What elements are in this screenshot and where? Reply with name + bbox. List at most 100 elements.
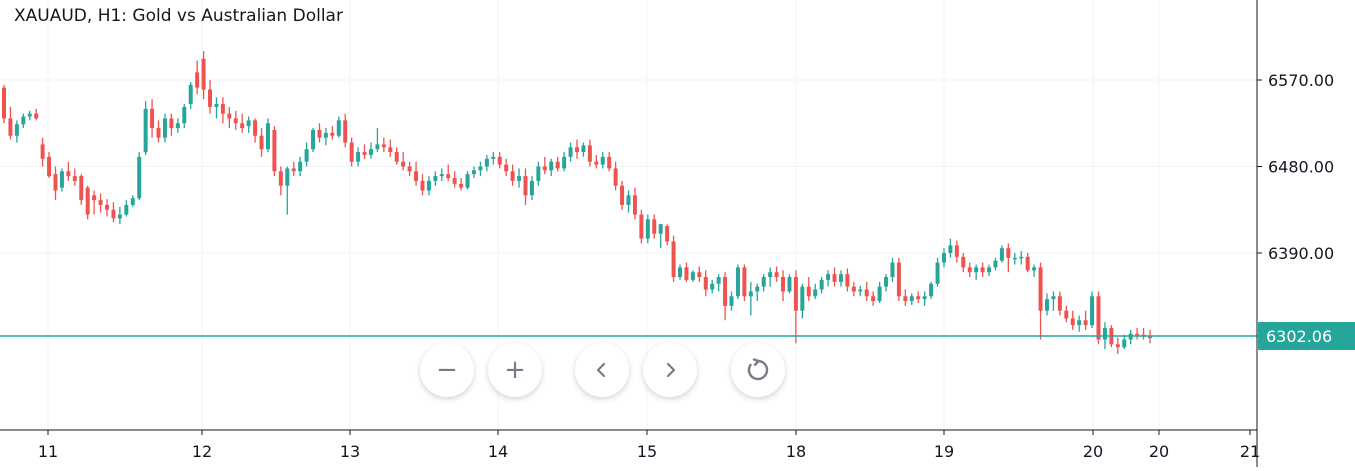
candle-body xyxy=(948,245,953,253)
candle-body xyxy=(278,171,283,186)
candle xyxy=(1038,262,1043,340)
candle xyxy=(703,270,708,297)
scroll-right-button[interactable] xyxy=(643,343,697,397)
candle xyxy=(259,128,264,157)
candle xyxy=(536,161,541,186)
candle xyxy=(896,257,901,302)
x-tick-label: 15 xyxy=(637,442,657,461)
candle-body xyxy=(1135,333,1140,336)
candle-body xyxy=(47,156,52,177)
candle-body xyxy=(478,166,483,171)
x-tick-label: 19 xyxy=(934,442,954,461)
candle-body xyxy=(613,168,618,186)
candle-body xyxy=(14,124,19,136)
candle-body xyxy=(600,156,605,165)
candle xyxy=(568,142,573,162)
grid xyxy=(0,0,1257,430)
candle-body xyxy=(156,128,161,138)
candle-body xyxy=(240,123,245,129)
candle-body xyxy=(529,180,534,196)
candle-body xyxy=(787,277,792,292)
zoom-in-button[interactable]: + xyxy=(488,343,542,397)
zoom-out-button[interactable]: − xyxy=(420,343,474,397)
candle-body xyxy=(658,224,663,234)
candle xyxy=(858,285,863,297)
candle xyxy=(188,81,193,109)
candle-body xyxy=(446,174,451,179)
candle xyxy=(298,156,303,177)
candle xyxy=(587,139,592,167)
candle xyxy=(1083,310,1088,330)
candle-body xyxy=(188,84,193,105)
reset-chart-button[interactable] xyxy=(731,343,785,397)
candle-body xyxy=(1044,299,1049,311)
candle xyxy=(948,238,953,258)
candle xyxy=(800,283,805,319)
candle xyxy=(381,137,386,153)
candle-body xyxy=(594,161,599,165)
candle xyxy=(613,161,618,191)
candle-body xyxy=(761,277,766,287)
candle xyxy=(1044,293,1049,316)
candle-body xyxy=(723,277,728,306)
candle-body xyxy=(214,104,219,107)
candle-body xyxy=(678,267,683,278)
candle xyxy=(690,270,695,282)
scroll-left-button[interactable] xyxy=(575,343,629,397)
candle xyxy=(156,120,161,143)
candle-body xyxy=(388,147,393,153)
candle-body xyxy=(838,274,843,282)
time-axis[interactable]: 11 12 13 14 15 18 19 20 20 21 xyxy=(38,430,1260,461)
candle-body xyxy=(851,286,856,292)
candle-body xyxy=(66,171,71,177)
candle xyxy=(246,116,251,133)
price-axis[interactable]: 6570.00 6480.00 6390.00 xyxy=(1257,71,1334,263)
candle xyxy=(85,185,90,220)
candle-body xyxy=(336,120,341,136)
candle-body xyxy=(819,279,824,290)
candle-body xyxy=(877,286,882,302)
candle xyxy=(787,274,792,294)
candle xyxy=(195,60,200,95)
candle-body xyxy=(710,283,715,290)
candle xyxy=(265,118,270,153)
candle-body xyxy=(401,161,406,167)
candle-body xyxy=(587,145,592,162)
candle xyxy=(504,158,509,177)
candle xyxy=(1012,253,1017,265)
candle-body xyxy=(311,129,316,150)
candle-body xyxy=(922,296,927,300)
candle-body xyxy=(323,132,328,138)
candle xyxy=(987,264,992,277)
candle xyxy=(233,110,238,130)
candle-body xyxy=(909,296,914,302)
candle xyxy=(169,113,174,136)
candle-body xyxy=(220,104,225,114)
candle xyxy=(349,137,354,167)
candle xyxy=(79,174,84,205)
candle xyxy=(21,113,26,129)
x-tick-label: 20 xyxy=(1149,442,1169,461)
candle xyxy=(420,174,425,196)
candle-body xyxy=(381,144,386,148)
candle xyxy=(781,270,786,302)
candle xyxy=(929,281,934,300)
candle-body xyxy=(671,241,676,278)
candle xyxy=(864,281,869,302)
candle xyxy=(555,156,560,172)
candle-body xyxy=(150,108,155,129)
candle xyxy=(1051,291,1056,311)
candle-body xyxy=(916,296,921,300)
candle-body xyxy=(607,156,612,169)
candle-body xyxy=(536,166,541,181)
candle-body xyxy=(961,256,966,268)
candle xyxy=(813,283,818,300)
candle xyxy=(278,166,283,196)
candle xyxy=(652,214,657,239)
candle xyxy=(491,152,496,165)
candle xyxy=(47,152,52,179)
candle-body xyxy=(8,118,13,136)
candle-body xyxy=(523,176,528,196)
